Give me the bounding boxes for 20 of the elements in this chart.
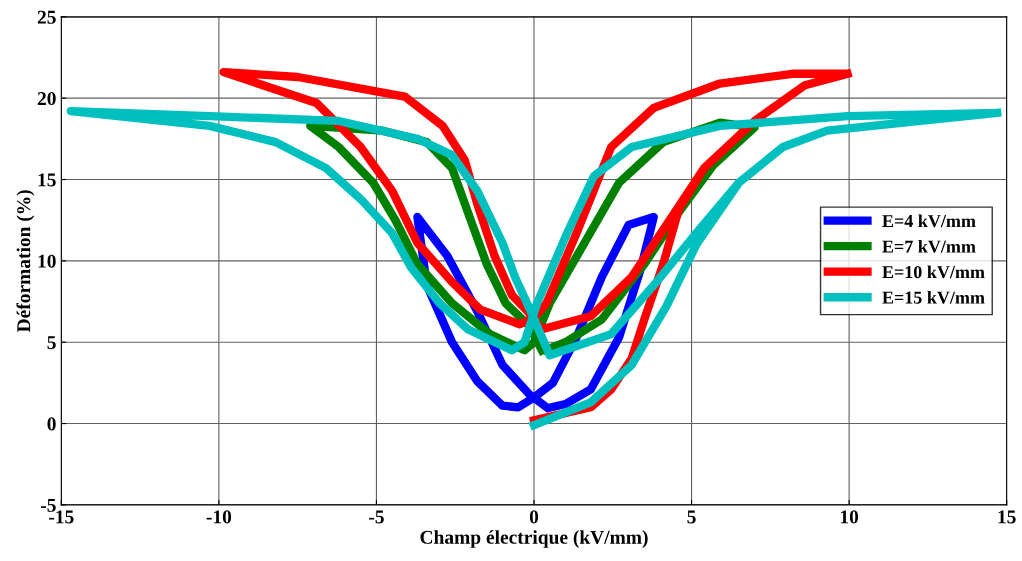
- legend-label: E=7 kV/mm: [882, 239, 976, 253]
- legend-label: E=15 kV/mm: [882, 291, 985, 304]
- y-axis-title: Déformation (%): [16, 190, 35, 333]
- x-tick-label: -5: [369, 510, 384, 524]
- y-tick-label: 15: [38, 173, 56, 187]
- x-tick-label: 5: [687, 510, 696, 524]
- x-tick-label: -10: [206, 510, 232, 524]
- x-tick-label: 10: [840, 510, 859, 524]
- y-tick-label: 20: [37, 91, 56, 106]
- y-tick-label: 5: [47, 336, 56, 350]
- legend-label: E=4 kV/mm: [882, 214, 976, 228]
- x-tick-label: -15: [49, 510, 74, 524]
- y-tick-label: 25: [37, 10, 56, 24]
- legend-label: E=10 kV/mm: [882, 265, 985, 279]
- y-tick-label: 0: [47, 417, 56, 431]
- y-tick-label: 10: [38, 254, 56, 268]
- y-tick-label: -5: [40, 498, 56, 512]
- x-tick-label: 15: [998, 510, 1016, 524]
- x-tick-label: 0: [529, 510, 539, 524]
- x-axis-title: Champ électrique (kV/mm): [420, 530, 648, 548]
